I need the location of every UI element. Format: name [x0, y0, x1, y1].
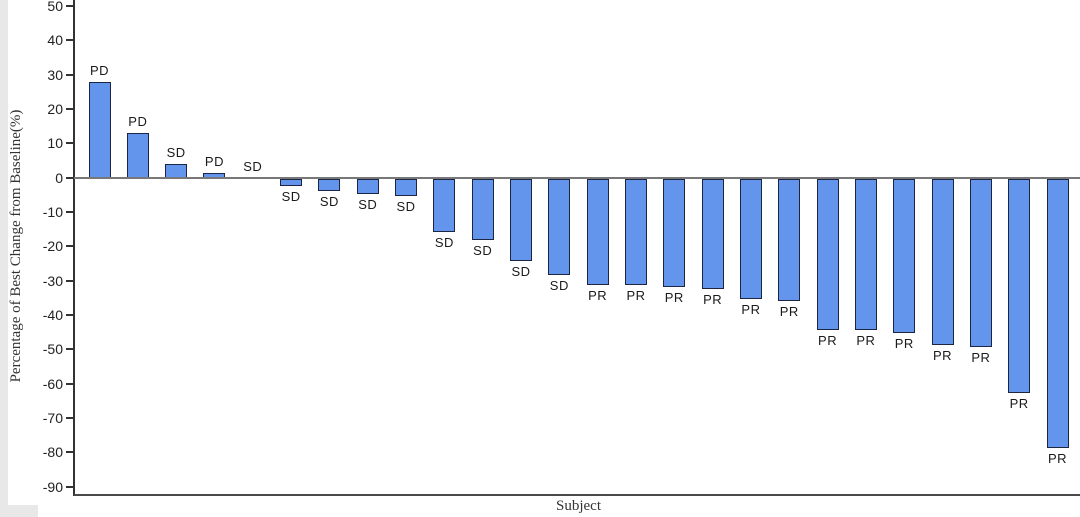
response-label: PD — [204, 153, 224, 169]
response-label: PR — [626, 288, 646, 304]
response-label: SD — [511, 264, 531, 280]
y-tick-label: -60 — [42, 375, 63, 392]
response-label: PR — [1047, 451, 1068, 467]
subject-bar — [1046, 178, 1069, 449]
subject-bar — [318, 178, 341, 191]
subject-bar — [126, 133, 149, 178]
subject-bar — [356, 178, 379, 195]
subject-bar — [624, 178, 647, 286]
subject-bar — [88, 81, 111, 178]
y-tick-label: -20 — [42, 238, 63, 255]
response-label: PR — [588, 288, 608, 304]
response-label: SD — [473, 243, 493, 259]
subject-bar — [854, 178, 877, 330]
y-tick-mark — [66, 5, 74, 8]
y-tick-mark — [66, 39, 74, 42]
subject-bar — [586, 178, 609, 286]
y-tick-mark — [66, 416, 74, 419]
y-axis-line — [73, 0, 75, 496]
y-tick-label: 0 — [55, 169, 63, 186]
y-tick-mark — [66, 279, 74, 282]
y-tick-label: -50 — [42, 341, 63, 358]
subject-bar — [433, 178, 456, 232]
y-tick-label: 30 — [47, 66, 63, 83]
response-label: PD — [89, 62, 110, 78]
response-label: SD — [243, 158, 263, 174]
page-edge-shading-bottom-left — [0, 505, 38, 517]
y-tick-label: -90 — [42, 478, 63, 495]
y-tick-mark — [66, 211, 74, 214]
y-tick-mark — [66, 451, 74, 454]
response-label: SD — [434, 234, 454, 250]
y-tick-mark — [66, 485, 74, 488]
y-tick-mark — [66, 382, 74, 385]
response-label: PR — [703, 291, 723, 307]
subject-bar — [165, 163, 188, 178]
y-tick-mark — [66, 108, 74, 111]
zero-baseline — [74, 177, 1080, 179]
y-tick-mark — [66, 314, 74, 316]
y-tick-label: -40 — [42, 307, 63, 323]
subject-bar — [663, 178, 686, 287]
x-axis-title: Subject — [556, 498, 601, 514]
response-label: SD — [281, 188, 301, 204]
subject-bar — [893, 178, 916, 334]
y-tick-mark — [66, 142, 74, 145]
y-tick-mark — [66, 245, 74, 248]
response-label: SD — [319, 193, 339, 209]
subject-bar — [510, 178, 533, 262]
subject-bar — [969, 178, 992, 347]
y-tick-label: 20 — [47, 101, 63, 118]
subject-bar — [471, 178, 494, 241]
response-label: PR — [971, 349, 991, 365]
subject-bar — [931, 178, 954, 346]
subject-bar — [395, 178, 418, 196]
y-tick-label: 40 — [47, 32, 63, 49]
y-tick-label: 50 — [47, 0, 63, 15]
response-label: PR — [856, 332, 876, 348]
response-label: SD — [166, 144, 186, 160]
response-label: PR — [894, 336, 914, 352]
response-label: PR — [779, 303, 799, 319]
subject-bar — [778, 178, 801, 301]
y-tick-label: -30 — [42, 272, 63, 289]
y-tick-mark — [66, 73, 74, 76]
response-label: SD — [396, 198, 416, 214]
response-label: PR — [1009, 396, 1029, 412]
response-label: PD — [128, 114, 148, 130]
y-tick-mark — [66, 348, 74, 351]
response-label: PR — [664, 289, 684, 305]
y-tick-label: -80 — [42, 444, 63, 461]
subject-bar — [739, 178, 762, 299]
y-tick-label: -10 — [42, 204, 63, 221]
subject-bar — [701, 178, 724, 289]
subject-bar — [1008, 178, 1031, 394]
subject-bar — [548, 178, 571, 275]
response-label: PR — [933, 348, 953, 364]
subject-bar — [816, 178, 839, 330]
response-label: SD — [358, 197, 378, 213]
y-tick-label: -70 — [42, 409, 63, 426]
y-tick-label: 10 — [47, 135, 63, 152]
response-label: SD — [549, 277, 569, 293]
y-tick-mark — [66, 176, 74, 179]
x-axis-line — [74, 494, 1080, 496]
subject-bar — [280, 178, 303, 186]
response-label: PR — [818, 332, 838, 348]
page-edge-shading-left — [0, 0, 8, 517]
response-label: PR — [741, 301, 761, 317]
